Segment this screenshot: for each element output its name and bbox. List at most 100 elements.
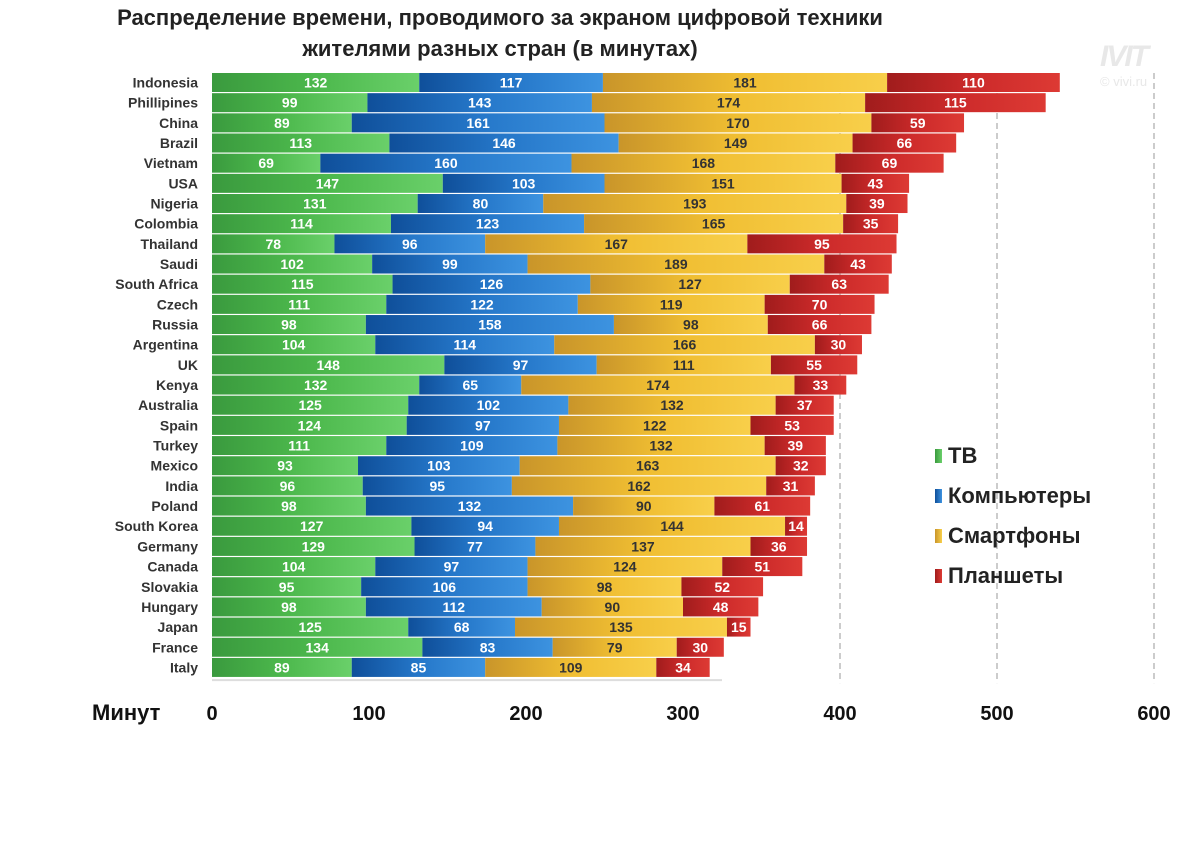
data-label: 131 — [303, 196, 327, 212]
title-line-2: жителями разных стран (в минутах) — [302, 36, 698, 61]
bar-segment — [386, 436, 558, 456]
bar-segment — [212, 335, 376, 355]
data-label: 30 — [831, 337, 847, 353]
bar-segment — [552, 637, 677, 657]
data-label: 98 — [281, 317, 297, 333]
data-label: 96 — [402, 236, 418, 252]
legend-label: Планшеты — [948, 563, 1064, 588]
data-label: 111 — [673, 357, 695, 373]
data-label: 65 — [462, 377, 478, 393]
data-label: 43 — [868, 175, 884, 191]
data-label: 99 — [282, 95, 298, 111]
data-label: 117 — [500, 75, 523, 91]
bar-segment — [541, 597, 683, 617]
data-label: 96 — [280, 478, 296, 494]
bar-segment — [389, 133, 619, 153]
bar-segment — [681, 577, 764, 597]
category-label: Italy — [170, 659, 198, 675]
data-label: 39 — [869, 196, 885, 212]
category-label: Argentina — [133, 337, 199, 353]
data-label: 59 — [910, 115, 926, 131]
data-label: 14 — [788, 518, 804, 534]
category-label: Australia — [138, 397, 198, 413]
category-label: China — [159, 115, 198, 131]
bar-segment — [604, 113, 872, 133]
bar-segment — [568, 395, 776, 415]
bar-segment — [212, 395, 409, 415]
bar-segment — [365, 597, 542, 617]
data-label: 33 — [813, 377, 829, 393]
title-line-1: Распределение времени, проводимого за эк… — [117, 5, 883, 30]
bar-segment — [846, 194, 908, 214]
bar-segment — [386, 294, 578, 314]
bar-segment — [212, 173, 443, 193]
bar-segment — [557, 436, 765, 456]
data-label: 98 — [281, 498, 297, 514]
data-label: 97 — [513, 357, 529, 373]
x-tick-label: 400 — [823, 703, 856, 725]
category-label: Czech — [157, 296, 198, 312]
bar-segment — [485, 234, 748, 254]
legend-swatch — [935, 529, 942, 543]
bar-segment — [375, 557, 528, 577]
data-label: 124 — [613, 559, 637, 575]
data-label: 90 — [636, 498, 652, 514]
bar-segment — [814, 335, 862, 355]
data-label: 69 — [258, 155, 274, 171]
bar-segment — [212, 375, 420, 395]
bar-segment — [596, 355, 771, 375]
category-label: Russia — [152, 317, 198, 333]
data-label: 15 — [731, 619, 747, 635]
data-label: 119 — [660, 296, 683, 312]
bar-segment — [887, 73, 1060, 92]
bar-segment — [212, 415, 407, 435]
legend-item: Компьютеры — [935, 476, 1091, 516]
legend-label: Смартфоны — [948, 523, 1081, 548]
data-label: 103 — [512, 175, 536, 191]
data-label: 85 — [411, 659, 427, 675]
bar-segment — [365, 315, 614, 335]
data-label: 104 — [282, 559, 306, 575]
data-label: 90 — [605, 599, 621, 615]
data-label: 102 — [280, 256, 304, 272]
data-label: 137 — [631, 538, 655, 554]
bar-segment — [835, 153, 944, 173]
x-tick-label: 0 — [206, 703, 217, 725]
bar-segment — [865, 93, 1046, 113]
data-label: 165 — [702, 216, 726, 232]
data-label: 134 — [306, 639, 330, 655]
category-label: Indonesia — [133, 75, 199, 91]
bar-segment — [422, 637, 553, 657]
data-label: 68 — [454, 619, 470, 635]
data-label: 95 — [430, 478, 446, 494]
data-label: 70 — [812, 296, 828, 312]
bar-segment — [591, 93, 866, 113]
bar-segment — [419, 375, 522, 395]
data-label: 122 — [470, 296, 494, 312]
category-label: South Korea — [115, 518, 198, 534]
data-label: 52 — [714, 579, 730, 595]
data-label: 166 — [673, 337, 697, 353]
data-label: 158 — [478, 317, 502, 333]
data-label: 102 — [477, 397, 501, 413]
data-label: 78 — [265, 236, 281, 252]
data-label: 97 — [444, 559, 460, 575]
data-label: 146 — [492, 135, 516, 151]
bar-segment — [212, 496, 366, 516]
data-label: 95 — [279, 579, 295, 595]
x-tick-label: 100 — [352, 703, 385, 725]
bar-segment — [212, 657, 352, 677]
bar-segment — [766, 476, 815, 496]
x-tick-label: 600 — [1137, 703, 1170, 725]
category-label: Colombia — [134, 216, 198, 232]
bar-segment — [212, 73, 420, 92]
data-label: 174 — [717, 95, 741, 111]
bar-segment — [770, 355, 858, 375]
bar-segment — [212, 153, 321, 173]
bar-segment — [212, 355, 445, 375]
legend-swatch — [935, 569, 942, 583]
data-label: 83 — [480, 639, 496, 655]
category-label: Nigeria — [151, 196, 199, 212]
legend-label: ТВ — [948, 443, 978, 468]
data-label: 132 — [304, 75, 328, 91]
